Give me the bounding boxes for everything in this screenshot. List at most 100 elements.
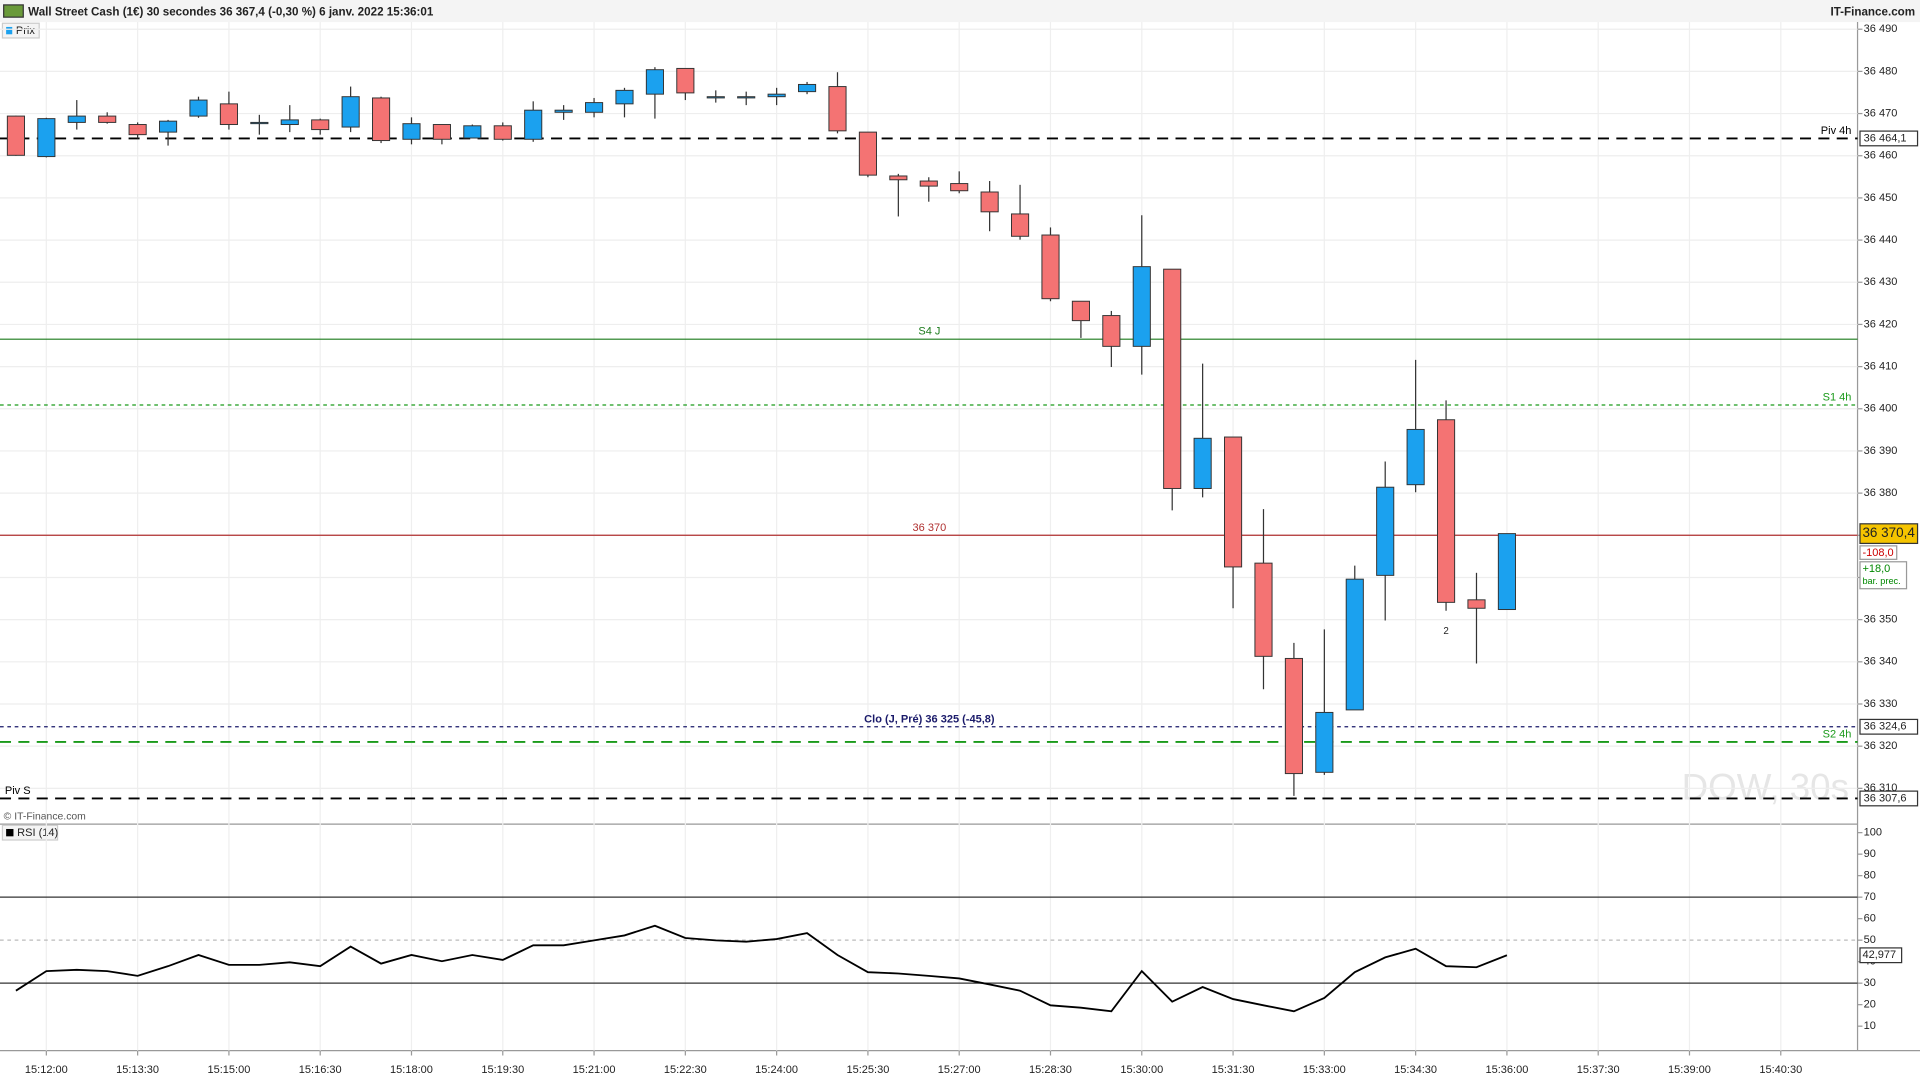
candle-body (1163, 268, 1182, 489)
candle-body (584, 102, 604, 113)
x-tick-label: 15:19:30 (481, 1064, 524, 1076)
candle-body (1436, 419, 1456, 603)
price-legend: Prix (16, 25, 35, 37)
candle-body (980, 191, 999, 213)
x-tick-label: 15:12:00 (25, 1064, 68, 1076)
level-badge-label: 36 464,1 (1864, 132, 1907, 144)
rsi-tick-label: 30 (1864, 977, 1876, 989)
candle-body (67, 115, 86, 123)
candle-body (341, 96, 360, 128)
candle-body (1467, 599, 1486, 609)
candle-body (1254, 562, 1273, 657)
level-label: S4 J (918, 326, 940, 338)
candle-body (524, 109, 543, 140)
x-tick-label: 15:31:30 (1212, 1064, 1255, 1076)
level-label: Clo (J, Pré) 36 325 (-45,8) (864, 713, 995, 725)
change-badge (1859, 545, 1898, 560)
candle-body (889, 175, 908, 181)
candle-body (1041, 234, 1060, 300)
prev-badge (1859, 561, 1908, 590)
logo (3, 4, 24, 18)
y-tick-label: 36 330 (1864, 698, 1898, 710)
level-label: Piv 4h (1821, 125, 1852, 137)
candle-body (493, 125, 512, 140)
change-label: -108,0 (1862, 547, 1893, 559)
candle-body (1406, 428, 1425, 486)
y-tick-label: 36 470 (1864, 107, 1898, 119)
x-tick-label: 15:13:30 (116, 1064, 159, 1076)
y-tick-label: 36 350 (1864, 614, 1898, 626)
candle-body (1497, 533, 1516, 611)
candle-body (159, 120, 178, 133)
y-tick-label: 36 420 (1864, 318, 1898, 330)
rsi-tick-label: 80 (1864, 870, 1876, 882)
x-tick-label: 15:39:00 (1668, 1064, 1711, 1076)
x-tick-label: 15:36:00 (1485, 1064, 1528, 1076)
y-tick-label: 36 440 (1864, 234, 1898, 246)
rsi-legend-swatch (6, 828, 14, 837)
candle-body (767, 93, 786, 98)
level-badge (1859, 130, 1919, 147)
y-tick-label: 36 390 (1864, 445, 1898, 457)
chart-title: Wall Street Cash (1€) 30 secondes 36 367… (28, 5, 434, 18)
x-tick-label: 15:33:00 (1303, 1064, 1346, 1076)
rsi-legend: RSI (14) (17, 827, 58, 839)
y-tick-label: 36 340 (1864, 656, 1898, 668)
prev-note-label: bar. prec. (1862, 576, 1900, 586)
rsi-tick-label: 100 (1864, 827, 1882, 839)
rsi-tick-label: 10 (1864, 1020, 1876, 1032)
level-badge-label: 36 324,6 (1864, 721, 1907, 733)
level-label: 36 370 (913, 522, 947, 534)
marker-count: 2 (1443, 626, 1448, 637)
candle-body (98, 115, 117, 123)
candle-body (128, 124, 147, 136)
copyright: © IT-Finance.com (4, 811, 86, 822)
candle-body (372, 97, 391, 142)
candle-body (645, 69, 664, 95)
candle-body (1102, 315, 1121, 347)
candle-body (1071, 300, 1090, 322)
candle-body (1345, 578, 1364, 711)
rsi-tick-label: 60 (1864, 913, 1876, 925)
x-tick-label: 15:18:00 (390, 1064, 433, 1076)
level-label: Piv S (5, 785, 31, 797)
candle-body (858, 131, 877, 176)
x-tick-label: 15:40:30 (1759, 1064, 1802, 1076)
candle-body (250, 121, 269, 125)
x-tick-label: 15:21:00 (573, 1064, 616, 1076)
candle-body (1193, 437, 1212, 489)
rsi-tick-label: 90 (1864, 848, 1876, 860)
header-bar (0, 0, 1920, 23)
candle-body (1010, 213, 1030, 237)
rsi-tick-label: 50 (1864, 934, 1876, 946)
level-badge (1859, 790, 1919, 807)
candle-body (463, 125, 482, 139)
watermark: DOW, 30s (1682, 766, 1849, 807)
candle-body (1376, 486, 1395, 576)
candle-body (828, 86, 847, 132)
x-tick-label: 15:34:30 (1394, 1064, 1437, 1076)
candle-body (615, 89, 634, 105)
y-tick-label: 36 410 (1864, 361, 1898, 373)
x-tick-label: 15:27:00 (938, 1064, 981, 1076)
candle-body (219, 103, 238, 126)
rsi-last-badge (1859, 947, 1903, 964)
level-label: S2 4h (1823, 729, 1852, 741)
candle-body (797, 83, 817, 93)
candle-body (189, 99, 208, 117)
level-badge-label: 36 307,6 (1864, 792, 1907, 804)
candle-body (280, 119, 299, 126)
y-tick-label: 36 430 (1864, 276, 1898, 288)
x-tick-label: 15:37:30 (1577, 1064, 1620, 1076)
candle-body (706, 96, 725, 99)
candle-body (6, 115, 25, 156)
x-tick-label: 15:16:30 (299, 1064, 342, 1076)
rsi-last-label: 42,977 (1862, 949, 1896, 961)
prev-change-label: +18,0 (1862, 563, 1890, 575)
last-price-badge (1859, 523, 1919, 545)
rsi-tick-label: 70 (1864, 891, 1876, 903)
y-tick-label: 36 460 (1864, 150, 1898, 162)
x-tick-label: 15:30:00 (1120, 1064, 1163, 1076)
y-tick-label: 36 400 (1864, 403, 1898, 415)
